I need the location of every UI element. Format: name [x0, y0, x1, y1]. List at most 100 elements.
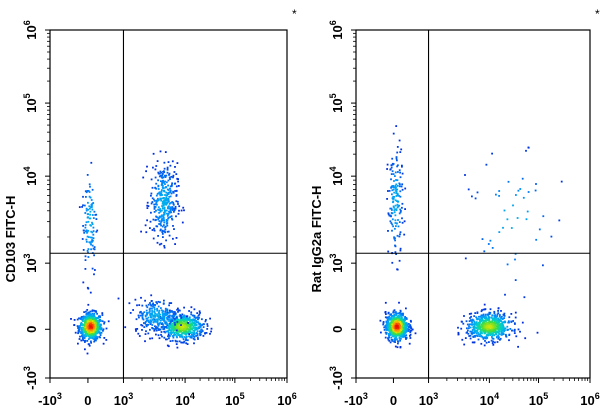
event-dot — [499, 319, 501, 322]
event-dot — [166, 224, 169, 227]
event-dot — [398, 338, 401, 340]
event-dot — [168, 207, 171, 210]
event-dot — [399, 314, 402, 317]
x-tick-label-base: 10 — [580, 393, 594, 408]
event-dot — [504, 329, 506, 332]
event-dot — [404, 324, 407, 327]
event-dot — [389, 334, 392, 336]
event-dot — [158, 314, 160, 317]
event-dot — [501, 323, 504, 326]
event-dot — [95, 213, 98, 216]
event-dot — [391, 193, 393, 196]
event-dot — [91, 267, 94, 270]
event-dot — [150, 322, 152, 325]
event-dot — [82, 204, 84, 207]
event-dot — [163, 167, 166, 170]
event-dot — [83, 320, 86, 322]
event-dot — [486, 313, 489, 316]
event-dot — [387, 213, 390, 216]
x-tick-label-base: -10 — [38, 393, 57, 408]
event-dot — [148, 321, 150, 324]
event-dot — [186, 327, 189, 330]
event-dot — [468, 320, 471, 322]
event-dot — [479, 333, 482, 336]
event-dot — [470, 315, 472, 318]
event-dot — [183, 328, 185, 331]
event-dot — [403, 329, 406, 332]
event-dot — [470, 319, 473, 322]
event-dot — [164, 210, 166, 212]
event-dot — [400, 333, 402, 336]
event-dot — [489, 325, 492, 327]
event-dot — [391, 261, 394, 264]
event-dot — [90, 161, 93, 164]
event-dot — [160, 190, 163, 193]
event-dot — [87, 330, 90, 332]
event-dot — [484, 332, 487, 335]
event-dot — [389, 324, 392, 327]
event-dot — [149, 227, 151, 229]
event-dot — [163, 224, 165, 226]
event-dot — [497, 310, 499, 312]
event-dot — [392, 173, 395, 175]
event-dot — [88, 344, 91, 347]
event-dot — [393, 334, 395, 337]
event-dot — [397, 323, 400, 325]
event-dot — [91, 223, 94, 226]
event-dot — [99, 315, 101, 318]
event-dot — [176, 177, 179, 180]
event-dot — [189, 328, 192, 331]
event-dot — [170, 192, 173, 195]
event-dot — [166, 324, 169, 327]
event-dot — [512, 320, 514, 322]
event-dot — [90, 341, 92, 344]
event-dot — [394, 319, 396, 322]
event-dot — [140, 296, 142, 299]
event-dot — [85, 328, 88, 331]
event-dot — [199, 332, 201, 335]
event-dot — [175, 324, 178, 327]
event-dot — [167, 161, 170, 163]
event-dot — [86, 213, 89, 216]
event-dot — [409, 324, 412, 326]
event-dot — [164, 151, 167, 153]
event-dot — [182, 328, 184, 330]
event-dot — [471, 329, 474, 332]
event-dot — [395, 253, 397, 255]
event-dot — [84, 317, 87, 320]
event-dot — [389, 326, 392, 329]
event-dot — [464, 174, 466, 176]
event-dot — [392, 324, 395, 327]
event-dot — [503, 312, 506, 315]
event-dot — [190, 313, 193, 316]
event-dot — [140, 230, 142, 233]
event-dot — [164, 180, 166, 183]
event-dot — [497, 324, 500, 327]
event-dot — [161, 335, 163, 338]
event-dot — [399, 312, 402, 315]
event-dot — [154, 168, 157, 171]
event-dot — [166, 199, 168, 202]
event-dot — [205, 332, 208, 334]
event-dot — [152, 152, 155, 155]
event-dot — [482, 329, 485, 332]
event-dot — [161, 189, 163, 191]
event-dot — [395, 183, 398, 186]
event-dot — [491, 332, 494, 335]
event-dot — [493, 330, 495, 332]
event-dot — [168, 176, 171, 179]
event-dot — [474, 329, 476, 332]
event-dot — [169, 206, 172, 209]
event-dot — [513, 322, 516, 325]
event-dot — [186, 339, 189, 342]
event-dot — [97, 324, 100, 326]
event-dot — [134, 298, 137, 301]
event-dot — [498, 326, 501, 329]
event-dot — [491, 321, 494, 323]
event-dot — [160, 215, 163, 218]
event-dot — [457, 331, 460, 334]
event-dot — [401, 172, 404, 175]
event-dot — [84, 333, 87, 336]
event-dot — [499, 324, 502, 326]
event-dot — [399, 176, 402, 179]
